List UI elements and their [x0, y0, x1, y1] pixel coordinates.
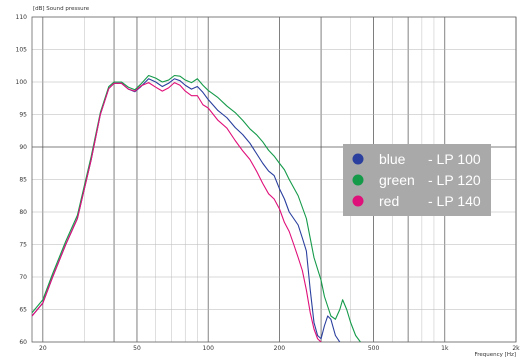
legend-box: [343, 144, 491, 216]
legend-label: - LP 100: [428, 151, 481, 167]
y-tick-label: 90: [19, 144, 27, 151]
y-tick-label: 70: [19, 274, 27, 281]
axis-layer: 60 65 70 75 80 85 90 95 100 105 110 20 50 100 200 500 1k…: [16, 6, 521, 358]
x-tick-label: 50: [133, 345, 141, 352]
y-tick-label: 65: [19, 307, 27, 314]
x-tick-label: 100: [202, 345, 214, 352]
plot-frame: [31, 16, 517, 343]
legend-label: - LP 140: [428, 193, 481, 209]
x-tick-label: 200: [274, 345, 286, 352]
x-tick-label: 2k: [512, 345, 520, 352]
x-axis-title: Frequency [Hz]: [475, 352, 516, 358]
legend-color-name: red: [379, 193, 399, 209]
x-tick-label: 1k: [441, 345, 449, 352]
legend-label: - LP 120: [428, 172, 481, 188]
y-tick-label: 110: [16, 14, 28, 21]
y-tick-label: 95: [19, 112, 27, 119]
y-axis-title: [dB] Sound pressure: [33, 6, 90, 12]
legend: blue - LP 100 green - LP 120 red - LP 140: [343, 144, 491, 216]
series-layer: [32, 74, 361, 342]
legend-marker-blue: [352, 153, 364, 165]
series-line-lp-120: [32, 74, 361, 342]
y-tick-label: 60: [19, 339, 27, 346]
y-tick-label: 80: [19, 209, 27, 216]
y-tick-label: 85: [19, 177, 27, 184]
y-tick-label: 75: [19, 242, 27, 249]
legend-color-name: blue: [379, 151, 406, 167]
x-tick-label: 20: [39, 345, 47, 352]
legend-color-name: green: [379, 172, 415, 188]
series-line-lp-140: [32, 82, 322, 342]
x-tick-label: 500: [368, 345, 380, 352]
legend-marker-red: [352, 195, 364, 207]
y-tick-label: 100: [16, 79, 28, 86]
y-tick-label: 105: [16, 47, 28, 54]
legend-marker-green: [352, 174, 364, 186]
